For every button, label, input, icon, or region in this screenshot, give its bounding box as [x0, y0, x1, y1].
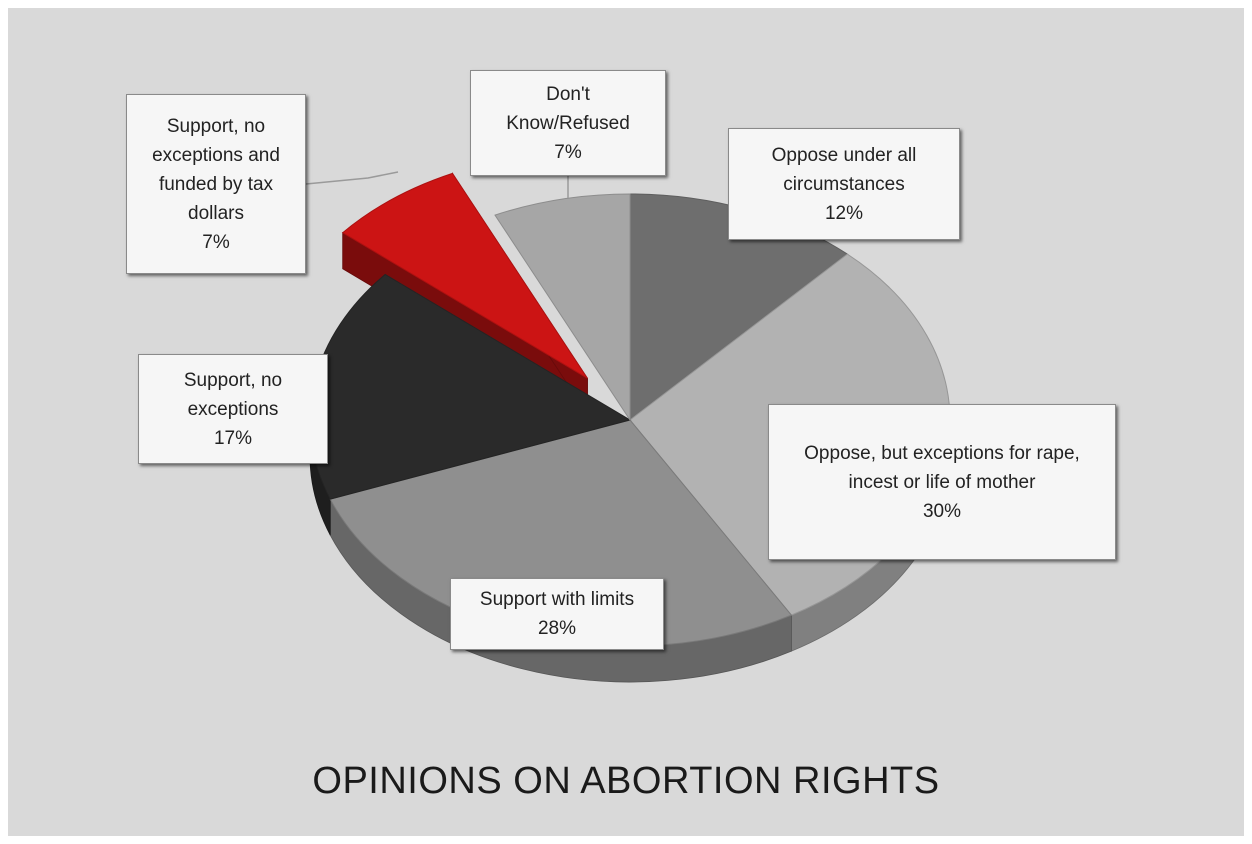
label-dont-know-line-2: Know/Refused	[506, 112, 630, 134]
label-support-limits: Support with limits 28%	[450, 578, 664, 650]
chart-area: Support, no exceptions and funded by tax…	[8, 8, 1244, 836]
label-support-funded-line-1: Support, no	[166, 115, 266, 137]
label-oppose-exceptions-value: 30%	[922, 500, 962, 522]
label-support-limits-value: 28%	[537, 618, 577, 639]
leader-support-funded	[305, 171, 399, 185]
label-oppose-all: Oppose under all circumstances 12%	[728, 128, 960, 240]
label-dont-know: Don't Know/Refused 7%	[470, 70, 666, 176]
label-dont-know-value: 7%	[554, 141, 582, 163]
label-oppose-exceptions-line-2: incest or life of mother	[848, 471, 1036, 493]
label-support-no-exceptions: Support, no exceptions 17%	[138, 354, 328, 464]
chart-title: OPINIONS ON ABORTION RIGHTS	[312, 760, 940, 802]
label-support-limits-line-1: Support with limits	[479, 589, 635, 610]
pie-chart	[305, 171, 951, 683]
label-support-no-exceptions-line-2: exceptions	[187, 398, 279, 420]
label-support-funded-value: 7%	[202, 231, 230, 253]
label-oppose-exceptions: Oppose, but exceptions for rape, incest …	[768, 404, 1116, 560]
label-dont-know-line-1: Don't	[546, 83, 590, 105]
label-oppose-all-line-1: Oppose under all	[771, 144, 917, 166]
label-support-funded: Support, no exceptions and funded by tax…	[126, 94, 306, 274]
label-support-funded-line-3: funded by tax	[158, 173, 274, 195]
label-oppose-all-value: 12%	[824, 202, 864, 224]
label-oppose-exceptions-line-1: Oppose, but exceptions for rape,	[804, 442, 1080, 464]
label-support-no-exceptions-line-1: Support, no	[183, 369, 283, 391]
label-oppose-all-line-2: circumstances	[783, 173, 905, 195]
pie-slice-support-no-exceptions-and-funded-by-tax-dollars	[341, 172, 588, 379]
label-support-funded-line-4: dollars	[188, 202, 244, 224]
pie-slice-don-t-know-refused	[494, 193, 631, 422]
label-support-no-exceptions-value: 17%	[213, 427, 253, 449]
label-support-funded-line-2: exceptions and	[152, 144, 280, 166]
